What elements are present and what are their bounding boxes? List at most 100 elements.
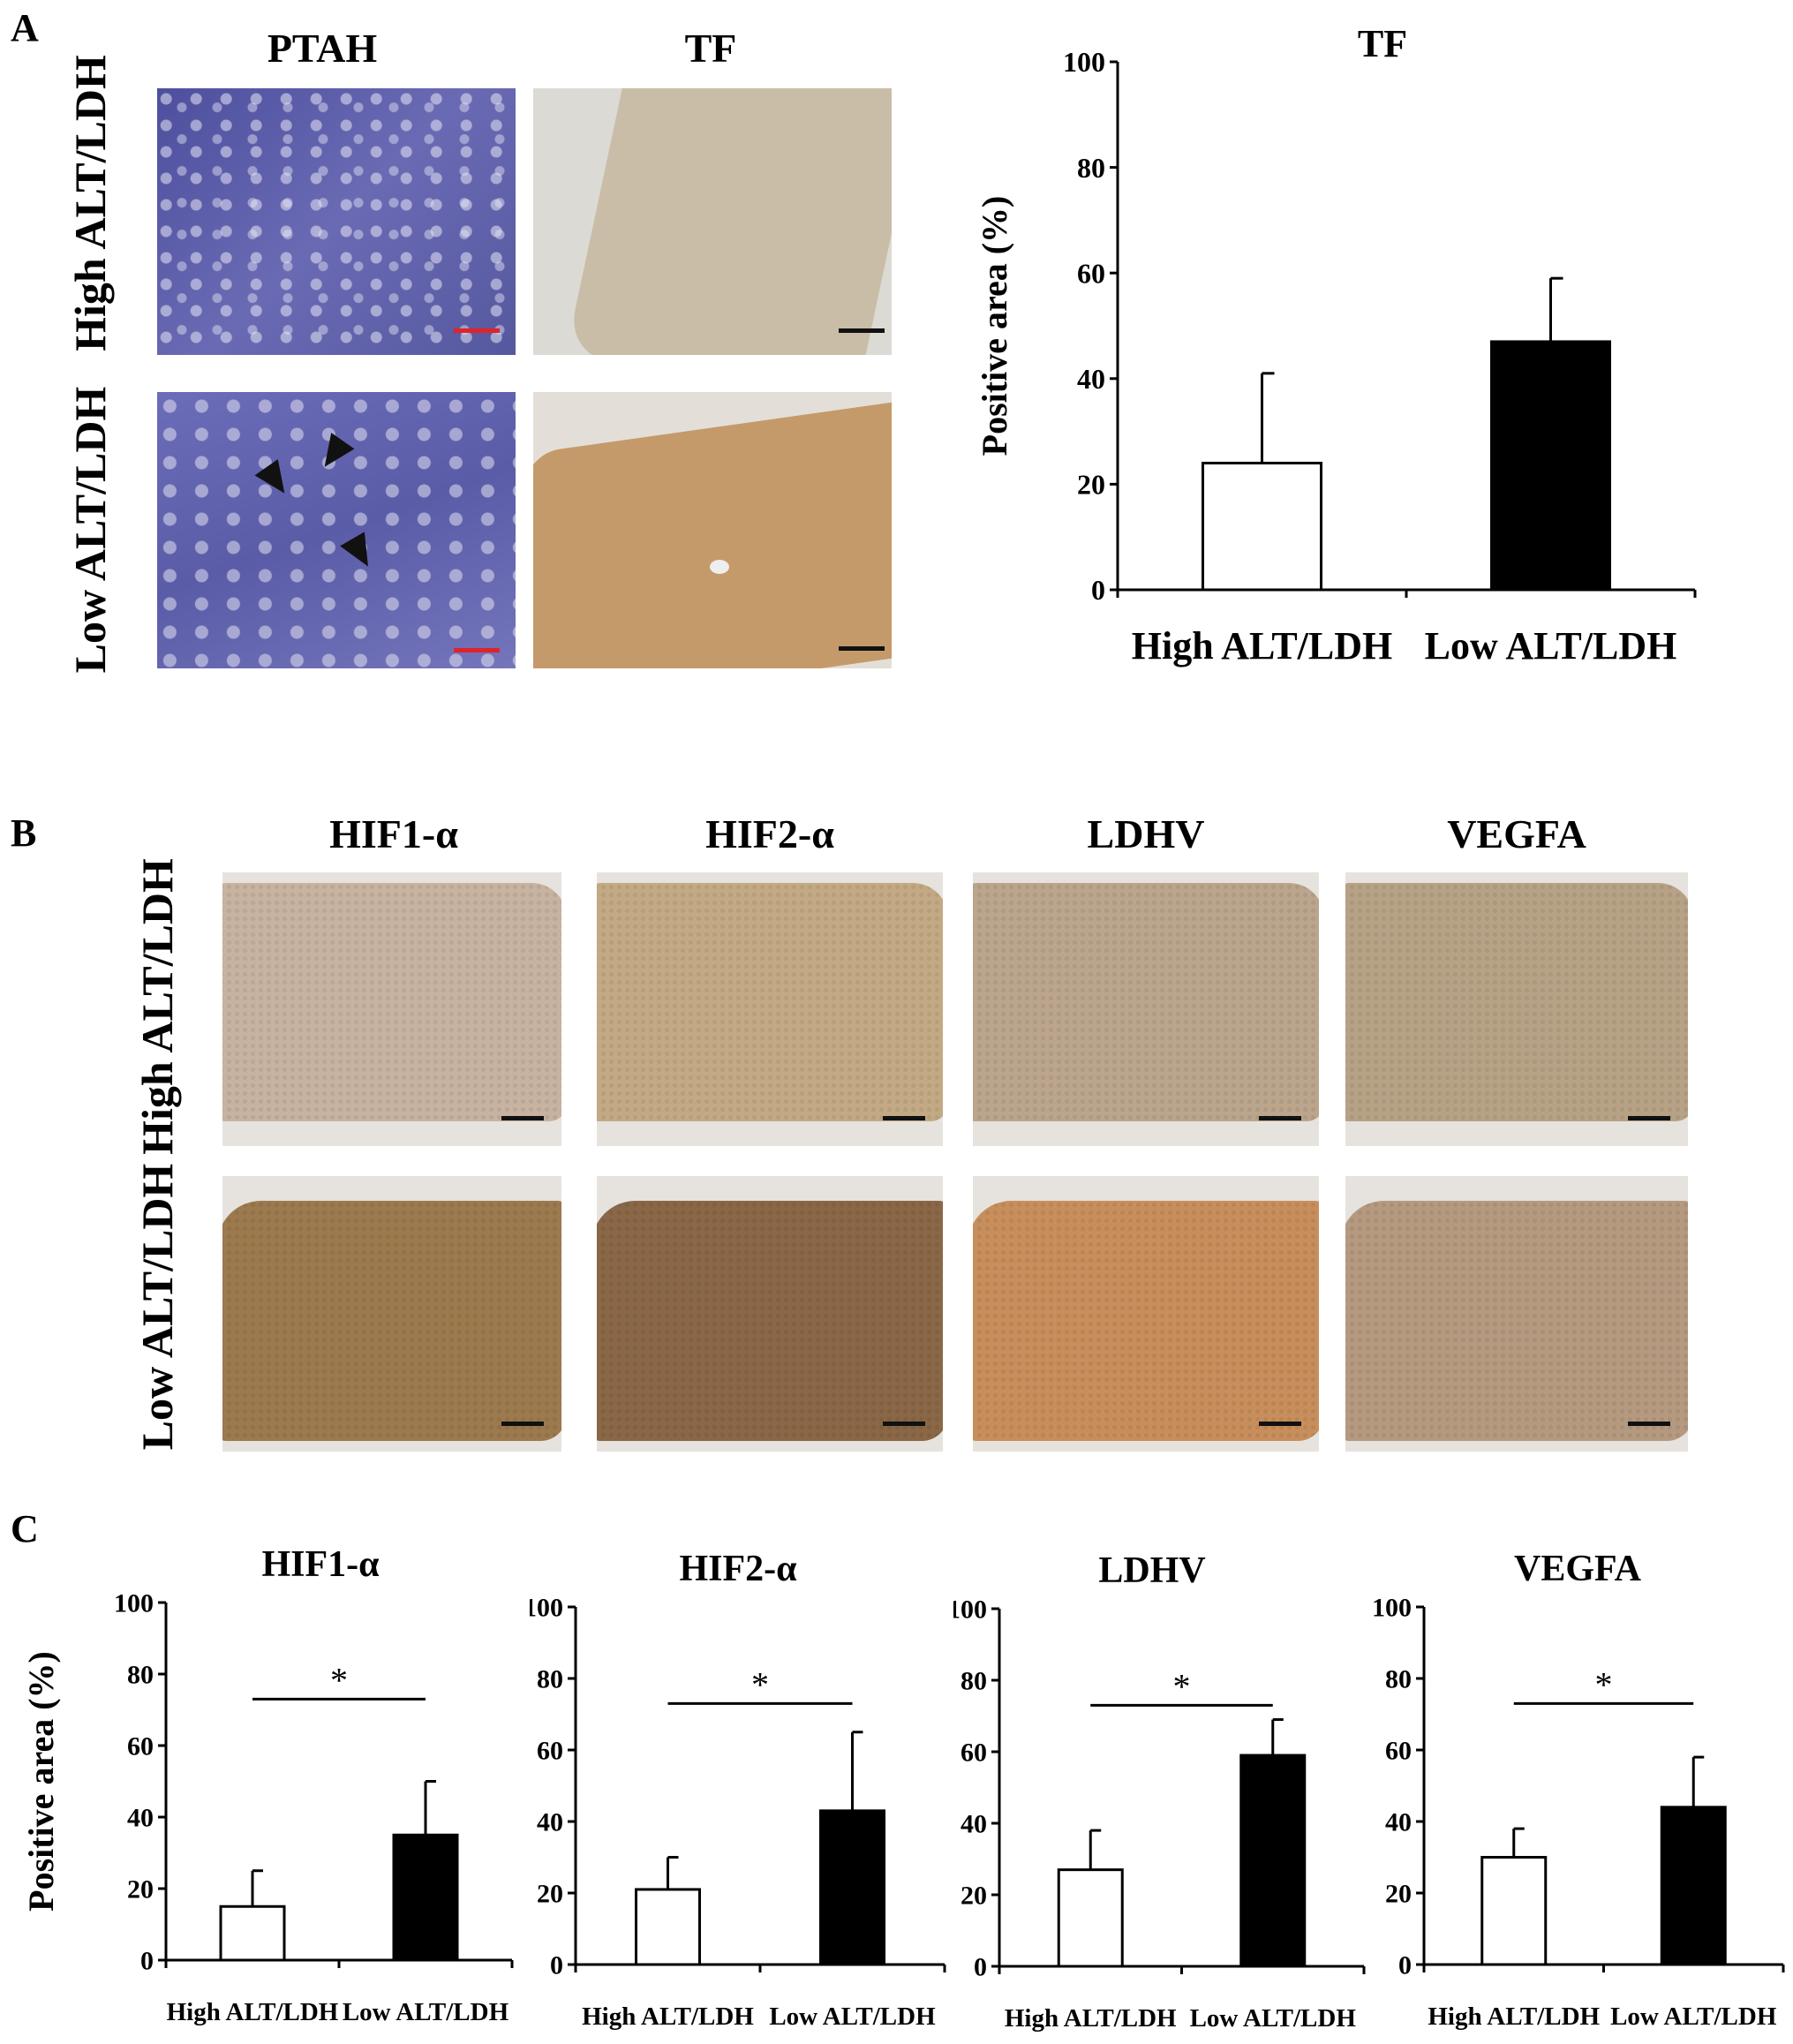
chart-hif1: HIF1-α 0 20 40 60 80 100 High ALT/LDH Low ALT/LD… (21, 1544, 514, 2026)
micrograph-high-1 (222, 872, 561, 1146)
category-label: Low ALT/LDH (769, 2003, 936, 2031)
significance-marker: * (330, 1660, 348, 1700)
micrograph-high-2 (597, 872, 943, 1146)
bar (635, 1888, 701, 1966)
y-tick-label: 40 (127, 1804, 154, 1833)
scale-bar (454, 328, 500, 333)
y-tick-label: 20 (961, 1882, 987, 1911)
panel-label-c: C (11, 1507, 39, 1550)
micrograph-low-3 (973, 1176, 1319, 1452)
significance-marker: * (1595, 1664, 1613, 1704)
chart-title: HIF1-α (261, 1544, 380, 1585)
chart-title: TF (1358, 22, 1407, 65)
col-title-ldhv: LDHV (1087, 811, 1205, 856)
y-tick-label: 20 (1077, 469, 1105, 501)
scale-bar (1259, 1116, 1301, 1120)
micrograph-high-4 (1345, 872, 1688, 1146)
y-tick-label: 20 (1385, 1880, 1412, 1909)
y-tick-label: 60 (127, 1732, 154, 1761)
bar (819, 1809, 885, 1966)
chart-ldhv: LDHV 0 20 40 60 80 100 High ALT/LDH Low ALT/LDH * (953, 1550, 1366, 2033)
chart-title: LDHV (1098, 1550, 1205, 1591)
micrograph-tf-high (533, 88, 892, 355)
y-tick-label: 60 (961, 1739, 987, 1768)
category-label: High ALT/LDH (167, 1998, 339, 2026)
micrograph-ptah-high (157, 88, 516, 355)
y-tick-label: 0 (550, 1951, 563, 1980)
chart-tf: TF 0 20 40 60 80 100 High ALT/LDH Low ALT/LDH Pos… (975, 22, 1697, 668)
col-title-ptah: PTAH (267, 26, 378, 71)
scale-bar (454, 648, 500, 652)
category-label: Low ALT/LDH (1190, 2004, 1357, 2033)
scale-bar (1259, 1422, 1301, 1426)
col-title-hif2: HIF2-α (705, 811, 834, 856)
y-tick-label: 80 (1385, 1665, 1412, 1694)
col-title-hif1: HIF1-α (329, 811, 458, 856)
y-tick-label: 100 (114, 1589, 154, 1618)
y-tick-label: 0 (1398, 1951, 1412, 1980)
col-title-vegfa: VEGFA (1447, 811, 1586, 856)
chart-hif2: HIF2-α 0 20 40 60 80 100 High ALT/LDH Low ALT/LD… (530, 1549, 946, 2031)
category-label: Low ALT/LDH (1425, 624, 1677, 668)
row-label-a-low: Low ALT/LDH (65, 386, 115, 674)
y-tick-label: 60 (1077, 257, 1105, 289)
y-tick-label: 80 (537, 1665, 563, 1694)
y-tick-label: 80 (1077, 152, 1105, 184)
scale-bar (1628, 1116, 1670, 1120)
panel-label-b: B (11, 811, 37, 855)
panel-label-a: A (11, 6, 39, 49)
category-label: High ALT/LDH (582, 2003, 754, 2031)
bar (1480, 1856, 1548, 1966)
y-tick-label: 100 (1063, 46, 1105, 78)
micrograph-high-3 (973, 872, 1319, 1146)
y-tick-label: 80 (961, 1667, 987, 1696)
micrograph-low-4 (1345, 1176, 1688, 1452)
scale-bar (501, 1422, 544, 1426)
y-tick-label: 60 (1385, 1737, 1412, 1766)
row-label-a-high: High ALT/LDH (65, 55, 115, 351)
y-tick-label: 40 (1077, 363, 1105, 395)
y-tick-label: 100 (530, 1594, 563, 1623)
bar (1057, 1868, 1124, 1968)
arrow-icon (313, 433, 355, 475)
arrow-icon (254, 459, 297, 502)
category-label: High ALT/LDH (1428, 2003, 1600, 2031)
row-label-b-low: Low ALT/LDH (132, 1163, 182, 1451)
chart-title: VEGFA (1514, 1549, 1642, 1589)
y-tick-label: 20 (537, 1880, 563, 1909)
category-label: Low ALT/LDH (1610, 2003, 1777, 2031)
bar (219, 1904, 286, 1962)
micrograph-ptah-low (157, 392, 516, 668)
scale-bar (883, 1116, 925, 1120)
micrograph-low-1 (222, 1176, 561, 1452)
y-tick-label: 20 (127, 1875, 154, 1904)
y-axis-title: Positive area (%) (21, 1651, 61, 1912)
bar (1239, 1754, 1307, 1968)
scale-bar (839, 328, 885, 333)
category-label: High ALT/LDH (1132, 624, 1393, 668)
bar (392, 1833, 459, 1962)
y-tick-label: 0 (1091, 574, 1105, 606)
bar (1490, 340, 1611, 592)
category-label: High ALT/LDH (1005, 2004, 1177, 2033)
y-tick-label: 100 (953, 1595, 987, 1625)
y-tick-label: 0 (974, 1953, 987, 1982)
y-tick-label: 80 (127, 1661, 154, 1690)
scale-bar (1628, 1422, 1670, 1426)
chart-vegfa: VEGFA 0 20 40 60 80 100 High ALT/LDH Low ALT/LDH… (1373, 1549, 1785, 2031)
significance-marker: * (751, 1664, 769, 1704)
y-axis-title: Positive area (%) (975, 196, 1014, 456)
y-tick-label: 40 (1385, 1808, 1412, 1837)
significance-marker: * (1173, 1666, 1191, 1706)
category-label: Low ALT/LDH (343, 1998, 509, 2026)
bar (1202, 461, 1322, 592)
chart-title: HIF2-α (679, 1549, 797, 1589)
y-tick-label: 40 (537, 1808, 563, 1837)
y-tick-label: 40 (961, 1810, 987, 1839)
bar (1660, 1806, 1727, 1966)
micrograph-low-2 (597, 1176, 943, 1452)
arrow-icon (340, 532, 380, 574)
scale-bar (839, 646, 885, 651)
row-label-b-high: High ALT/LDH (132, 858, 182, 1155)
